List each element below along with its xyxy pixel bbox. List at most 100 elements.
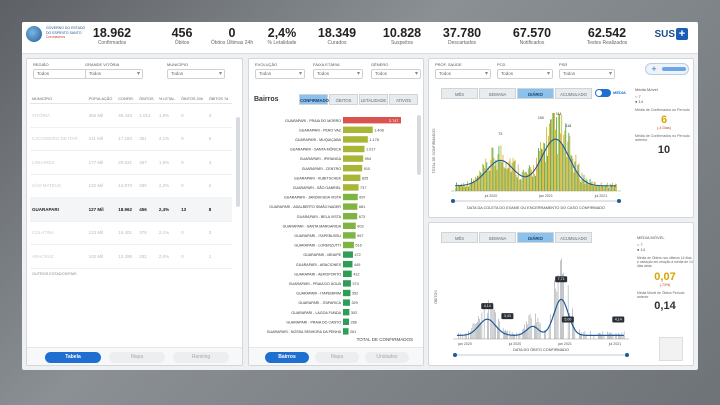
table-row[interactable]: LINHARES 177 Mil 20.631 467 1,9% 0 4	[30, 150, 232, 175]
daily-bar	[461, 183, 462, 191]
tab-unidades[interactable]: Unidades	[365, 352, 409, 363]
filter-select[interactable]: Todos	[371, 69, 421, 79]
bar[interactable]	[343, 299, 350, 306]
column-header[interactable]: % LETAL.	[156, 95, 180, 104]
bar-label: GUARAPARI - SANTA MARGARIDA	[283, 224, 342, 228]
table-row[interactable]: GUARAPARI 127 Mil 18.962 456 2,4% 13 8	[30, 197, 232, 222]
period-segment[interactable]: SEMANA	[479, 232, 516, 243]
bar[interactable]	[343, 289, 351, 297]
bar[interactable]	[343, 232, 356, 239]
filter-dropdown[interactable]: EVOLUÇÃO Todos	[255, 62, 305, 79]
range-handle-left[interactable]	[453, 353, 457, 357]
state-seal-icon	[26, 26, 42, 42]
period-segment[interactable]: MÊS	[441, 232, 478, 243]
filter-select[interactable]: Todos	[313, 69, 363, 79]
range-handle-right[interactable]	[625, 353, 629, 357]
filter-select[interactable]: Todos	[33, 69, 91, 79]
filter-dropdown[interactable]: FAIXA ETÁRIA Todos	[313, 62, 363, 79]
bar[interactable]	[343, 117, 401, 124]
bar[interactable]	[343, 318, 350, 325]
table-row[interactable]: SÃO MATEUS 132 Mil 14.970 280 2,2% 0 2	[30, 174, 232, 198]
filter-dropdown[interactable]: GÊNERO Todos	[371, 62, 421, 79]
daily-bar	[462, 186, 463, 191]
filter-select[interactable]: Todos	[255, 69, 305, 79]
bairros-scrollbar[interactable]	[417, 115, 421, 175]
expand-overlay[interactable]	[659, 337, 683, 361]
bar[interactable]	[343, 241, 354, 249]
rt-media-sub: (-4 Dias)	[657, 125, 671, 130]
bar[interactable]	[343, 184, 359, 191]
bar[interactable]	[343, 270, 352, 277]
filter-select[interactable]: Todos	[559, 69, 615, 79]
column-header[interactable]: MUNICÍPIO	[30, 95, 87, 104]
table-scrollbar[interactable]	[236, 117, 240, 207]
table-row[interactable]: COLATINA 123 Mil 16.401 378 2,1% 0 3	[30, 221, 232, 245]
tab-mapa[interactable]: Mapa	[109, 352, 165, 363]
tab-tabela[interactable]: Tabela	[45, 352, 101, 363]
range-handle-right[interactable]	[617, 199, 621, 203]
bar[interactable]	[343, 174, 361, 181]
bar[interactable]	[343, 145, 365, 153]
bar[interactable]	[343, 126, 373, 133]
bar[interactable]	[343, 193, 358, 201]
column-header[interactable]: ÓBITOS	[137, 95, 157, 104]
table-row[interactable]: ARACRUZ 102 Mil 13.298 262 2,0% 0 1	[30, 244, 232, 269]
period-segment[interactable]: DIÁRIO	[517, 232, 554, 243]
filter-dropdown[interactable]: PROF. SAÚDE Todos	[435, 62, 491, 79]
bar[interactable]	[343, 203, 358, 210]
media-toggle[interactable]	[595, 89, 611, 97]
filter-dropdown[interactable]: PSR Todos	[559, 62, 615, 79]
period-segment[interactable]: SEMANA	[479, 88, 516, 99]
filter-select[interactable]: Todos	[497, 69, 553, 79]
kpi-card: 67.570 Notificados	[502, 26, 562, 46]
rb-option-7[interactable]: ○ 7	[637, 242, 643, 247]
daily-bar	[504, 168, 506, 191]
filter-select[interactable]: Todos	[85, 69, 143, 79]
metric-toggle[interactable]: ÓBITOS	[329, 94, 358, 105]
filter-select[interactable]: Todos	[435, 69, 491, 79]
table-row[interactable]: VITÓRIA 365 Mil 48.433 1.012 1,9% 0 3	[30, 103, 232, 128]
bar[interactable]	[343, 309, 350, 316]
tab-bairros[interactable]: Bairros	[265, 352, 309, 363]
range-handle-left[interactable]	[451, 199, 455, 203]
column-header[interactable]: ÓBITOS 24h	[179, 95, 207, 104]
column-header[interactable]: ÓBITOS 7d	[206, 95, 232, 104]
bar[interactable]	[343, 165, 363, 172]
table-row[interactable]: CACHOEIRO DE ITAP... 211 Mil 17.183 351 2,1%…	[30, 127, 232, 151]
filter-select[interactable]: Todos	[167, 69, 225, 79]
rt-option-7[interactable]: ○ 7	[635, 94, 641, 99]
bar[interactable]	[343, 155, 364, 162]
column-header[interactable]: CONFIR.	[116, 95, 138, 104]
rt-option-14[interactable]: ● 14	[635, 99, 643, 104]
filter-dropdown[interactable]: PCD Todos	[497, 62, 553, 79]
period-segment[interactable]: DIÁRIO	[517, 88, 554, 99]
table-cell: 20.631	[116, 150, 138, 175]
bar[interactable]	[343, 328, 349, 335]
filter-dropdown[interactable]: GRANDE VITÓRIA Todos	[85, 62, 143, 79]
period-segment[interactable]: MÊS	[441, 88, 478, 99]
tab-ranking[interactable]: Ranking	[173, 352, 229, 363]
metric-toggle[interactable]: LETALIDADE	[359, 94, 388, 105]
bar[interactable]	[343, 213, 358, 220]
filter-dropdown[interactable]: MUNICÍPIO Todos	[167, 62, 225, 79]
period-segment[interactable]: ACUMULADO	[555, 88, 592, 99]
metric-toggle[interactable]: CONFIRMADOS	[299, 94, 332, 105]
metric-toggle[interactable]: ATIVOS	[389, 94, 418, 105]
tab-mapa-bairros[interactable]: Mapa	[315, 352, 359, 363]
add-filter-button[interactable]: +	[645, 63, 689, 75]
bar[interactable]	[343, 251, 353, 258]
bar[interactable]	[343, 261, 353, 268]
column-header[interactable]: POPULAÇÃO	[86, 95, 117, 104]
period-segment[interactable]: ACUMULADO	[555, 232, 592, 243]
bar[interactable]	[343, 136, 368, 143]
bar[interactable]	[343, 280, 351, 287]
rb-media-label: Média de Óbitos nos últimos 14 dias e va…	[637, 256, 693, 269]
municipio-name: COLATINA	[30, 221, 87, 245]
rb-option-14[interactable]: ● 14	[637, 247, 645, 252]
bar[interactable]	[343, 222, 356, 229]
daily-bar	[460, 184, 461, 191]
municipio-name: GUARAPARI	[30, 197, 87, 222]
table-cell: 3	[206, 221, 232, 245]
filter-dropdown[interactable]: REGIÃO Todos	[33, 62, 91, 79]
daily-bar	[487, 170, 489, 191]
